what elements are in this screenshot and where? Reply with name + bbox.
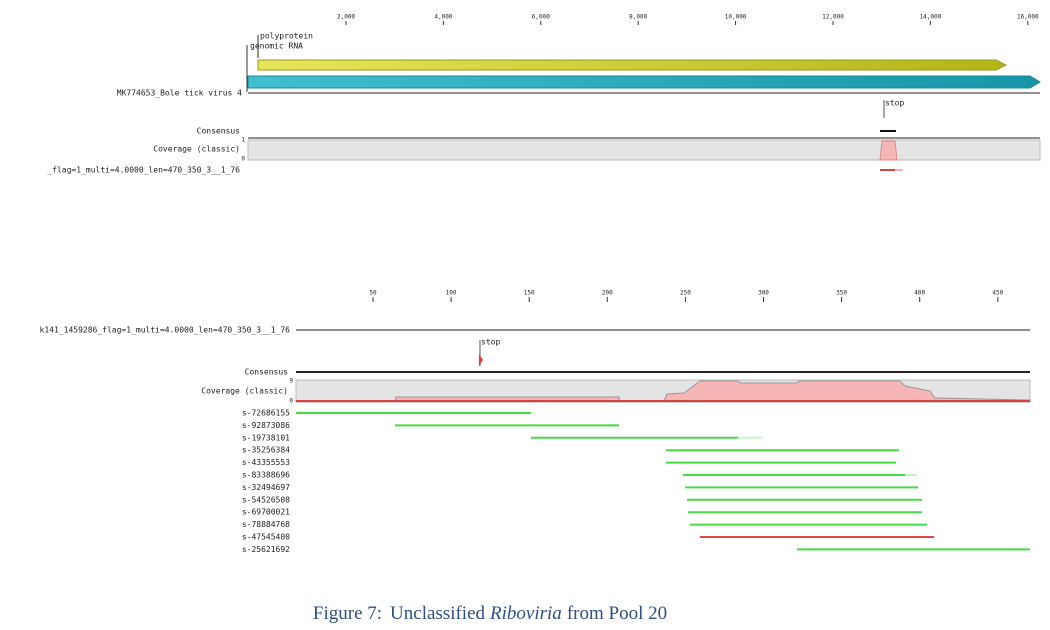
ruler-label: 2,000 xyxy=(337,14,355,21)
ruler-label: 14,000 xyxy=(920,14,942,21)
ruler-label: 6,000 xyxy=(532,14,550,21)
read-name: s-25621692 xyxy=(242,545,290,554)
ruler-label: 8,000 xyxy=(629,14,647,21)
ruler-label: 250 xyxy=(680,290,691,297)
ruler-label: 12,000 xyxy=(822,14,844,21)
read-name: s-35256384 xyxy=(242,446,290,455)
read-name: s-47545400 xyxy=(242,533,290,542)
ruler-label: 200 xyxy=(602,290,613,297)
read-name: s-92873086 xyxy=(242,421,290,430)
caption-text: from Pool 20 xyxy=(567,603,667,624)
coverage-area xyxy=(295,380,1031,403)
coverage-box xyxy=(247,139,1041,161)
ruler-label: 300 xyxy=(758,290,769,297)
read-name: s-72686155 xyxy=(242,409,290,418)
ruler-label: 50 xyxy=(369,290,377,297)
coverage-area xyxy=(879,140,898,161)
coverage-max: 1 xyxy=(241,137,245,144)
coverage-label: Coverage (classic) xyxy=(201,387,288,396)
caption-italic: Riboviria xyxy=(489,603,562,624)
coverage-min: 0 xyxy=(241,156,245,163)
ruler-label: 350 xyxy=(836,290,847,297)
polyprotein-arrow xyxy=(257,59,1008,71)
coverage-min: 0 xyxy=(289,398,293,405)
annotation-label: genomic RNA xyxy=(250,42,303,51)
read-name: s-69700021 xyxy=(242,508,290,517)
read-name: _flag=1_multi=4.0000_len=470_350_3__1_76 xyxy=(47,166,240,175)
stop-label: stop xyxy=(481,338,500,347)
ruler-label: 150 xyxy=(524,290,535,297)
read-name: s-78884768 xyxy=(242,520,290,529)
sequence-name: MK774653_Bole tick virus 4 xyxy=(117,89,242,98)
read-name: s-32494697 xyxy=(242,483,290,492)
stop-arrow xyxy=(479,354,483,366)
read-name: s-19738101 xyxy=(242,433,290,442)
coverage-label: Coverage (classic) xyxy=(153,145,240,154)
ruler-label: 16,000 xyxy=(1017,14,1039,21)
caption-label: Figure 7: xyxy=(313,603,382,624)
read-name: s-83388696 xyxy=(242,471,290,480)
genomic-rna-arrow xyxy=(247,75,1041,89)
ruler-label: 4,000 xyxy=(434,14,452,21)
annotation-label: polyprotein xyxy=(260,32,313,41)
coverage-max: 9 xyxy=(289,378,293,385)
ruler-label: 400 xyxy=(914,290,925,297)
ruler-label: 100 xyxy=(446,290,457,297)
ruler-label: 10,000 xyxy=(725,14,747,21)
ruler-label: 450 xyxy=(992,290,1003,297)
stop-label: stop xyxy=(885,99,904,108)
read-name: s-54526508 xyxy=(242,495,290,504)
sequence-name: k141_1459286_flag=1_multi=4.0000_len=470… xyxy=(40,326,291,335)
read-name: s-43355553 xyxy=(242,458,290,467)
caption-text: Unclassified xyxy=(390,603,485,624)
consensus-label: Consensus xyxy=(197,127,241,136)
caption: Figure 7: Unclassified Riboviria from Pool … xyxy=(313,603,667,624)
consensus-label: Consensus xyxy=(245,368,289,377)
